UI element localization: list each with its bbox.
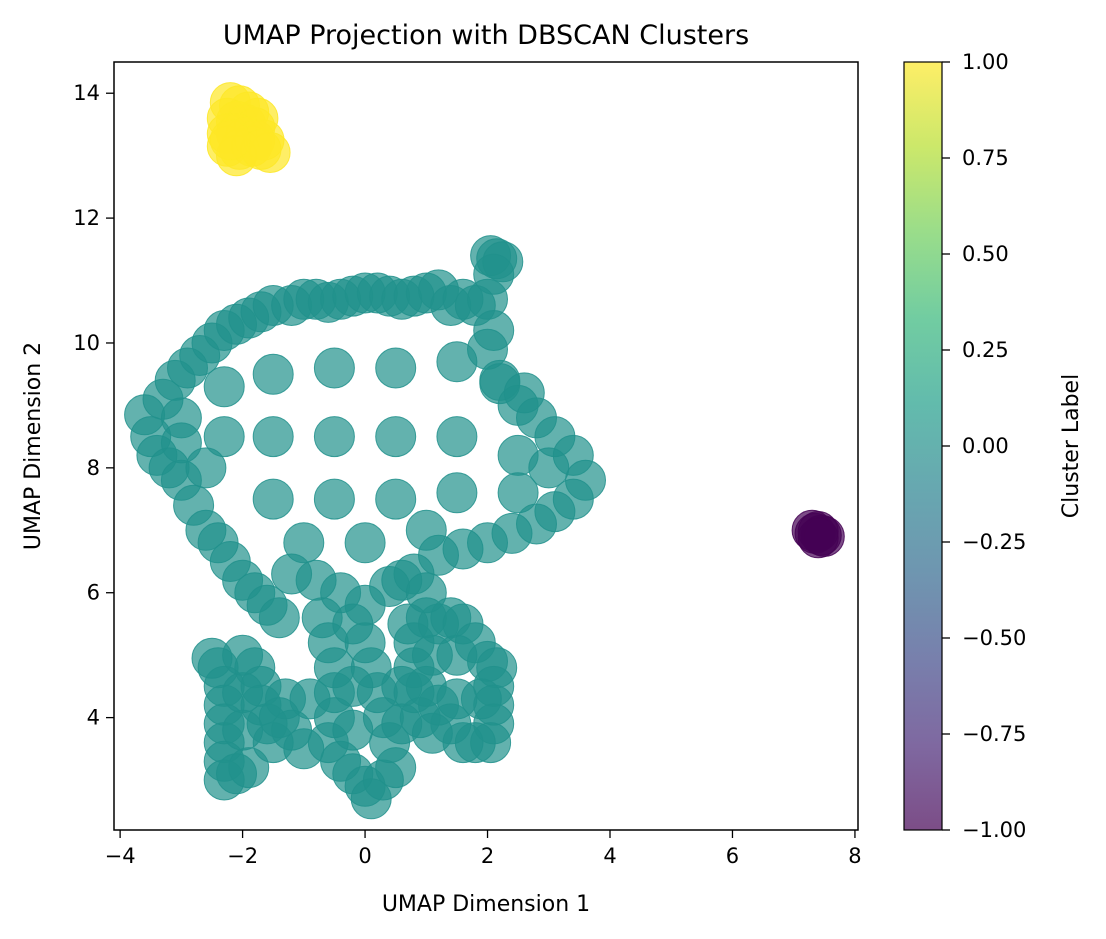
- x-tick-label: 4: [603, 844, 616, 868]
- cluster-0-point: [436, 472, 478, 514]
- cluster-0-point: [313, 416, 355, 458]
- y-tick-label: 12: [73, 206, 100, 230]
- cluster-0-point: [528, 447, 570, 489]
- cluster-0-point: [203, 416, 245, 458]
- cluster-0-point: [313, 478, 355, 520]
- cluster--1-point: [797, 517, 839, 559]
- colorbar-ticks: −1.00 −0.75 −0.50 −0.25 0.00 0.25 0.50 0.75 1.00: [942, 50, 1026, 842]
- cluster-0-point: [436, 634, 478, 676]
- cluster-0-point: [375, 347, 417, 389]
- colorbar-tick-label: −0.50: [962, 626, 1026, 650]
- colorbar-tick-label: −1.00: [962, 818, 1026, 842]
- cluster-0-point: [436, 416, 478, 458]
- cluster-0-point: [283, 522, 325, 564]
- colorbar-gradient: [903, 61, 943, 831]
- cluster-0-point: [160, 422, 202, 464]
- colorbar: −1.00 −0.75 −0.50 −0.25 0.00 0.25 0.50 0.75 1.00…: [903, 50, 1084, 842]
- y-tick-label: 4: [87, 706, 100, 730]
- cluster-0-point: [436, 678, 478, 720]
- x-tick-label: −4: [105, 844, 136, 868]
- cluster-0-point: [375, 416, 417, 458]
- cluster-0-point: [411, 712, 453, 754]
- cluster-0-point: [503, 372, 545, 414]
- cluster-0-point: [222, 672, 264, 714]
- cluster-1-point: [209, 119, 251, 161]
- chart-title: UMAP Projection with DBSCAN Clusters: [223, 20, 749, 51]
- y-tick-label: 14: [73, 81, 100, 105]
- y-axis: 4 6 8 10 12 14: [73, 81, 114, 730]
- x-axis: −4 −2 0 2 4 6 8: [105, 830, 862, 868]
- cluster-0-point: [405, 509, 447, 551]
- colorbar-tick-label: −0.75: [962, 722, 1026, 746]
- cluster-0-point: [222, 709, 264, 751]
- cluster-0-point: [258, 697, 300, 739]
- colorbar-tick-label: 1.00: [962, 50, 1009, 74]
- cluster-0-point: [203, 366, 245, 408]
- cluster-0-point: [405, 572, 447, 614]
- x-tick-label: 8: [848, 844, 861, 868]
- cluster-0-point: [473, 253, 515, 295]
- colorbar-tick-label: 0.75: [962, 146, 1009, 170]
- cluster-0-point: [436, 341, 478, 383]
- cluster-0-point: [375, 478, 417, 520]
- y-tick-label: 6: [87, 581, 100, 605]
- cluster-0-point: [252, 353, 294, 395]
- cluster-0-point: [497, 472, 539, 514]
- x-axis-label: UMAP Dimension 1: [382, 892, 590, 917]
- cluster-0-point: [332, 603, 374, 645]
- cluster-0-point: [252, 478, 294, 520]
- colorbar-tick-label: 0.50: [962, 242, 1009, 266]
- cluster-0-point: [332, 665, 374, 707]
- x-tick-label: 2: [481, 844, 494, 868]
- y-tick-label: 10: [73, 331, 100, 355]
- colorbar-tick-label: 0.00: [962, 434, 1009, 458]
- cluster-0-point: [258, 597, 300, 639]
- y-axis-label: UMAP Dimension 2: [21, 342, 46, 550]
- x-tick-label: −2: [227, 844, 258, 868]
- cluster-0-point: [252, 416, 294, 458]
- cluster-0-point: [332, 709, 374, 751]
- x-tick-label: 6: [726, 844, 739, 868]
- colorbar-tick-label: 0.25: [962, 338, 1009, 362]
- plot-frame: [113, 61, 859, 831]
- colorbar-label: Cluster Label: [1059, 374, 1084, 518]
- cluster-0-point: [191, 637, 233, 679]
- scatter-points: [124, 82, 845, 820]
- cluster-0-point: [344, 522, 386, 564]
- cluster-0-point: [185, 447, 227, 489]
- y-tick-label: 8: [87, 456, 100, 480]
- colorbar-tick-label: −0.25: [962, 530, 1026, 554]
- x-tick-label: 0: [358, 844, 371, 868]
- cluster-0-point: [313, 347, 355, 389]
